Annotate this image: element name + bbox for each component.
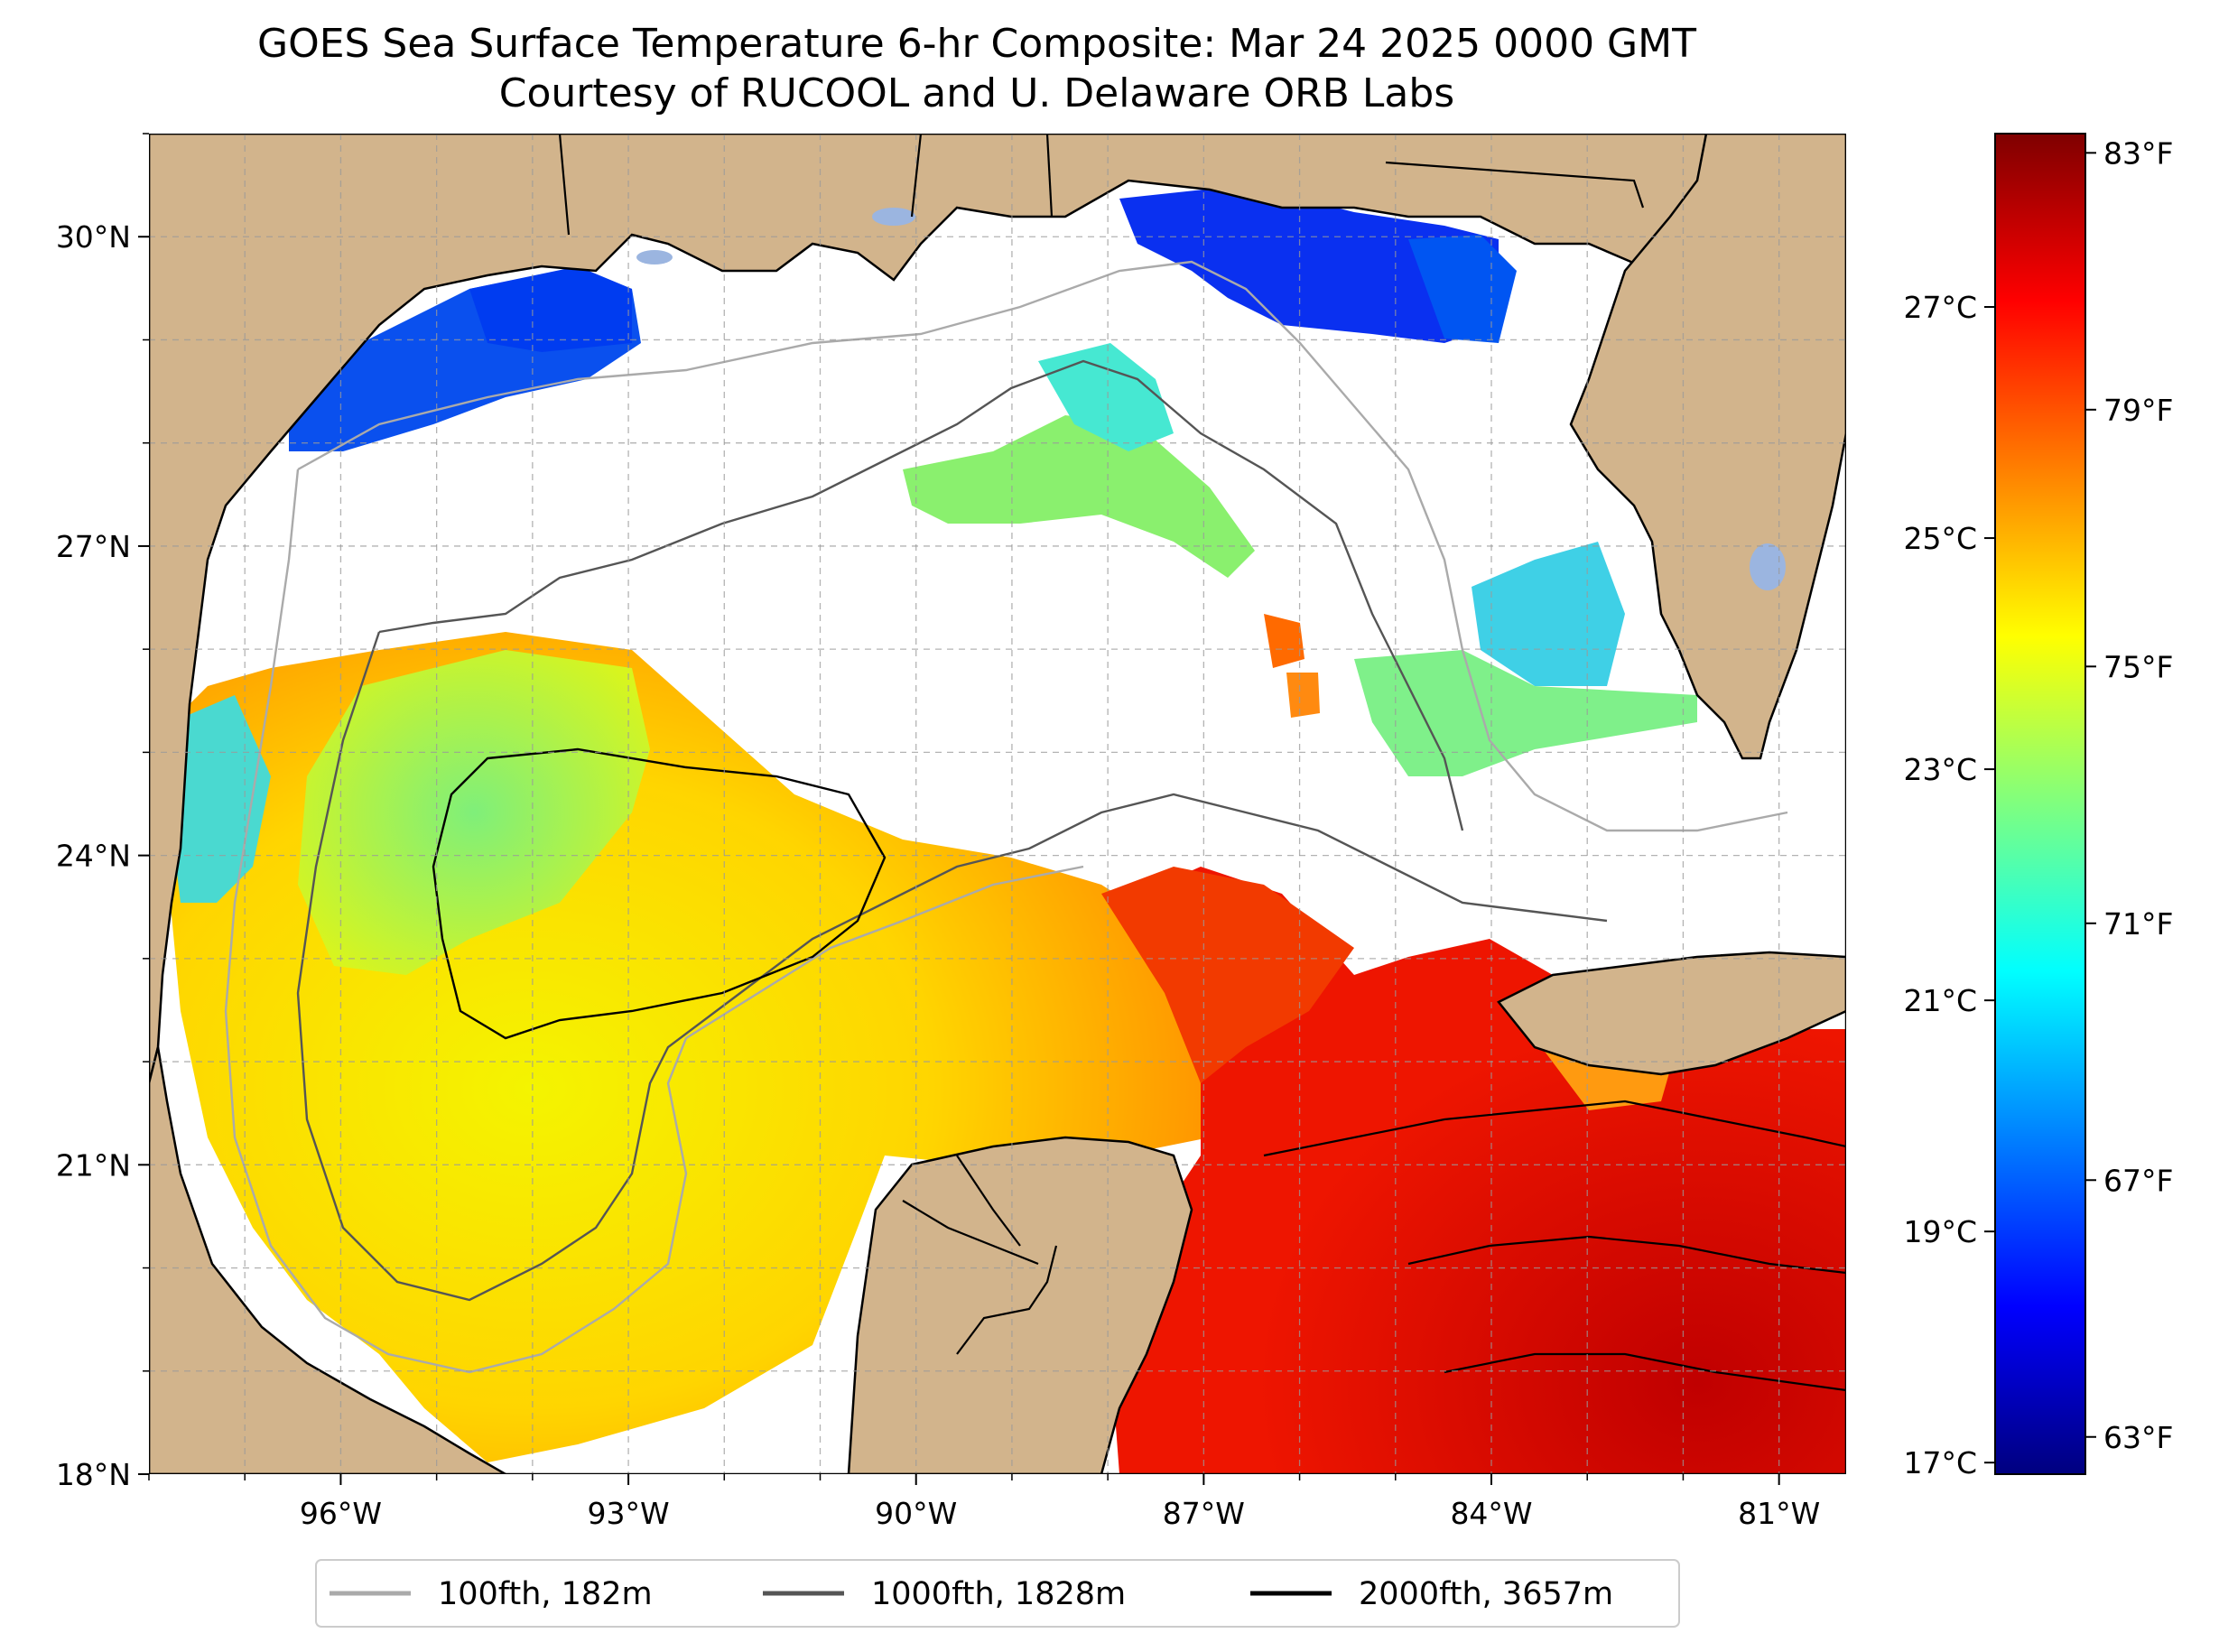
gridlines (149, 134, 1846, 1474)
lat-tick-label: 18°N (56, 1457, 131, 1492)
colorbar-fahrenheit-label: 75°F (2103, 649, 2173, 684)
lon-tick-label: 84°W (1450, 1496, 1532, 1531)
lon-tick-label: 87°W (1163, 1496, 1245, 1531)
lon-tick-label: 90°W (875, 1496, 957, 1531)
lakes (636, 208, 1786, 590)
colorbar-scale (1994, 133, 2086, 1475)
colorbar-fahrenheit-label: 79°F (2103, 393, 2173, 428)
contour-1000fth (296, 359, 1608, 1302)
colorbar-celsius-label: 27°C (1903, 290, 1977, 325)
lake-texas (636, 250, 673, 265)
colorbar-celsius-label: 21°C (1903, 983, 1977, 1018)
sst-western-shelf-cyan (170, 695, 271, 903)
lon-axis: 96°W 93°W 90°W 87°W 84°W 81°W (148, 1474, 1820, 1531)
lat-tick-label: 21°N (56, 1147, 131, 1183)
bathymetry-legend: 100fth, 182m 1000fth, 1828m 2000fth, 3657m (315, 1559, 1680, 1628)
colorbar-celsius-label: 25°C (1903, 521, 1977, 556)
colorbar-celsius-label: 23°C (1903, 752, 1977, 787)
colorbar-celsius-ticks: 27°C 25°C 23°C 21°C 19°C 17°C (1903, 290, 1995, 1480)
sst-eastern-warm-patch (1264, 614, 1304, 668)
colorbar: 27°C 25°C 23°C 21°C 19°C 17°C 83°F 79°F 75°F 71°… (1903, 133, 2173, 1480)
contour-100fth (224, 260, 1788, 1374)
lon-tick-label: 93°W (588, 1496, 670, 1531)
colorbar-fahrenheit-ticks: 83°F 79°F 75°F 71°F 67°F 63°F (2085, 135, 2173, 1455)
sst-yucatan-warm (1101, 867, 1354, 1083)
lat-tick-label: 24°N (56, 839, 131, 874)
lon-tick-label: 96°W (300, 1496, 382, 1531)
sst-eastern-warm-patch-2 (1286, 673, 1320, 718)
lat-tick-label: 27°N (56, 529, 131, 564)
colorbar-fahrenheit-label: 71°F (2103, 906, 2173, 942)
border-mexico-states (902, 1155, 1039, 1266)
land-mexico (149, 1046, 508, 1474)
map-panel (149, 134, 1846, 1474)
border-mexico-guatemala (956, 1245, 1058, 1355)
colorbar-fahrenheit-label: 63°F (2103, 1420, 2173, 1455)
sst-big-bend-blue (1408, 235, 1517, 343)
lake-okeechobee (1750, 543, 1786, 590)
sst-mid-cyan (1038, 343, 1174, 451)
lon-tick-label: 81°W (1738, 1496, 1820, 1531)
border-texas-coast-states (558, 134, 923, 236)
land-cuba (1497, 951, 1846, 1076)
land-yucatan (847, 1136, 1193, 1474)
contour-2000fth-caribbean (1263, 1100, 1846, 1392)
colorbar-celsius-label: 19°C (1903, 1214, 1977, 1249)
sst-louisiana-blue (469, 266, 632, 352)
bathymetry-contours (224, 260, 1846, 1392)
sst-central-green-band (903, 415, 1255, 578)
map-title-line2: Courtesy of RUCOOL and U. Delaware ORB L… (499, 70, 1454, 116)
legend-label: 2000fth, 3657m (1359, 1576, 1613, 1612)
sst-florida-panhandle-blue (1119, 185, 1499, 343)
lake-pontchartrain (872, 208, 915, 226)
border-al-fl (1045, 134, 1054, 218)
sst-west-florida-green (1354, 650, 1697, 776)
colorbar-celsius-label: 17°C (1903, 1445, 1977, 1480)
legend-label: 1000fth, 1828m (871, 1576, 1126, 1612)
sst-central-green (298, 650, 650, 975)
contour-2000fth (432, 747, 887, 1040)
map-title-line1: GOES Sea Surface Temperature 6-hr Compos… (257, 21, 1696, 67)
legend-entries: 100fth, 182m 1000fth, 1828m 2000fth, 3657m (330, 1576, 1613, 1612)
sst-field (167, 134, 1846, 1474)
legend-label: 100fth, 182m (438, 1576, 653, 1612)
sst-west-florida-cyan (1472, 542, 1625, 686)
lat-axis: 30°N 27°N 24°N 21°N 18°N (56, 133, 149, 1492)
border-fl-ga (1385, 161, 1645, 209)
colorbar-fahrenheit-label: 67°F (2103, 1163, 2173, 1198)
lat-tick-label: 30°N (56, 219, 131, 255)
legend-box (315, 1559, 1680, 1628)
political-borders (558, 134, 1645, 1355)
land-florida-peninsula (1569, 134, 1846, 760)
colorbar-fahrenheit-label: 83°F (2103, 135, 2173, 171)
land (149, 134, 1846, 1474)
